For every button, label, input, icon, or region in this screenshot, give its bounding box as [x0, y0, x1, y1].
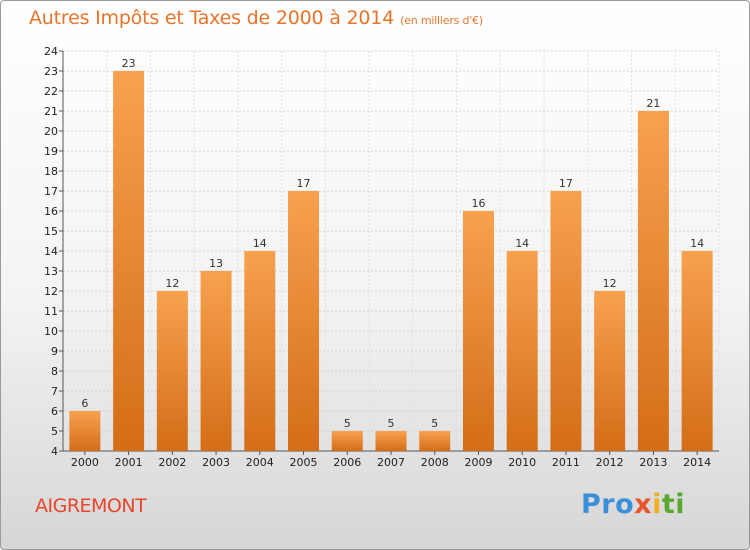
- chart-title: Autres Impôts et Taxes de 2000 à 2014 (en…: [29, 7, 483, 29]
- bar: [506, 251, 538, 451]
- y-tick-label: 23: [44, 65, 58, 78]
- logo-part-4: ti: [661, 489, 686, 520]
- bar-value-label: 12: [603, 277, 617, 290]
- bar-value-label: 12: [165, 277, 179, 290]
- y-tick-label: 16: [44, 205, 58, 218]
- y-tick-label: 15: [44, 225, 58, 238]
- x-tick-label: 2005: [290, 456, 318, 469]
- bar-value-label: 14: [253, 237, 267, 250]
- x-tick-label: 2002: [158, 456, 186, 469]
- x-tick-label: 2001: [115, 456, 143, 469]
- y-tick-label: 9: [51, 345, 58, 358]
- bar-value-label: 21: [646, 97, 660, 110]
- y-tick-label: 22: [44, 85, 58, 98]
- y-tick-label: 11: [44, 305, 58, 318]
- bar: [244, 251, 276, 451]
- bar-value-label: 16: [471, 197, 485, 210]
- y-tick-label: 21: [44, 105, 58, 118]
- bar: [550, 191, 582, 451]
- x-tick-label: 2011: [552, 456, 580, 469]
- logo-part-3: i: [652, 489, 662, 520]
- bar: [419, 431, 451, 451]
- y-tick-label: 7: [51, 385, 58, 398]
- bar-value-label: 13: [209, 257, 223, 270]
- y-tick-label: 10: [44, 325, 58, 338]
- bar-value-label: 5: [431, 417, 438, 430]
- bar: [113, 71, 145, 451]
- bar-value-label: 23: [122, 57, 136, 70]
- y-tick-label: 8: [51, 365, 58, 378]
- bar-value-label: 5: [344, 417, 351, 430]
- place-name: AIGREMONT: [35, 495, 147, 517]
- chart-title-text: Autres Impôts et Taxes de 2000 à 2014: [29, 7, 395, 29]
- y-tick-label: 24: [44, 45, 58, 58]
- bar-value-label: 14: [515, 237, 529, 250]
- y-tick-label: 5: [51, 425, 58, 438]
- bar: [200, 271, 232, 451]
- x-tick-label: 2007: [377, 456, 405, 469]
- bar: [681, 251, 713, 451]
- x-tick-label: 2009: [464, 456, 492, 469]
- x-tick-label: 2014: [683, 456, 711, 469]
- logo-part-1: Pro: [581, 489, 635, 520]
- bar: [156, 291, 188, 451]
- y-tick-label: 4: [51, 445, 58, 458]
- y-tick-label: 14: [44, 245, 58, 258]
- bar: [462, 211, 494, 451]
- y-tick-label: 12: [44, 285, 58, 298]
- bar: [331, 431, 363, 451]
- logo-part-2: x: [634, 489, 653, 520]
- bar: [594, 291, 626, 451]
- y-tick-label: 13: [44, 265, 58, 278]
- x-tick-label: 2004: [246, 456, 274, 469]
- y-tick-label: 18: [44, 165, 58, 178]
- x-tick-label: 2013: [639, 456, 667, 469]
- y-tick-label: 20: [44, 125, 58, 138]
- bar-value-label: 5: [388, 417, 395, 430]
- bar-value-label: 17: [559, 177, 573, 190]
- y-tick-label: 17: [44, 185, 58, 198]
- x-tick-label: 2012: [596, 456, 624, 469]
- y-tick-label: 6: [51, 405, 58, 418]
- x-tick-label: 2006: [333, 456, 361, 469]
- x-tick-label: 2010: [508, 456, 536, 469]
- bar-value-label: 17: [297, 177, 311, 190]
- x-tick-label: 2008: [421, 456, 449, 469]
- x-tick-label: 2000: [71, 456, 99, 469]
- bar: [288, 191, 320, 451]
- x-tick-label: 2003: [202, 456, 230, 469]
- y-tick-label: 19: [44, 145, 58, 158]
- bar-value-label: 14: [690, 237, 704, 250]
- bar: [69, 411, 101, 451]
- bar-value-label: 6: [81, 397, 88, 410]
- bar: [637, 111, 669, 451]
- proxiti-logo: Proxiti: [581, 489, 685, 520]
- chart-unit: (en milliers d'€): [400, 14, 483, 27]
- bar: [375, 431, 407, 451]
